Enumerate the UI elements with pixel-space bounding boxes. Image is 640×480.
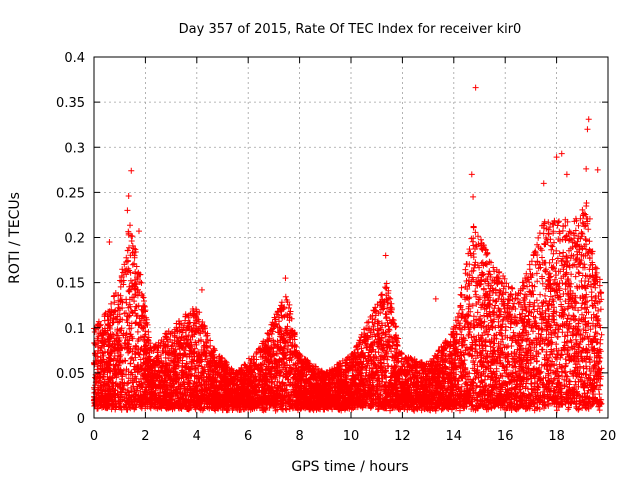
roti-outlier-point (583, 165, 590, 172)
y-tick-label: 0.15 (56, 277, 85, 292)
roti-outlier-point (563, 171, 570, 178)
y-axis-label: ROTI / TECUs (7, 192, 23, 284)
x-tick-label: 20 (600, 429, 617, 444)
roti-outlier-point (558, 150, 565, 157)
roti-outlier-point (585, 116, 592, 123)
chart-title: Day 357 of 2015, Rate Of TEC Index for r… (179, 22, 522, 37)
x-tick-label: 12 (394, 429, 411, 444)
roti-outlier-point (594, 166, 601, 173)
roti-outlier-point (432, 295, 439, 302)
y-tick-label: 0.4 (64, 51, 85, 66)
roti-outlier-point (553, 154, 560, 161)
x-tick-label: 2 (141, 429, 149, 444)
x-tick-label: 18 (548, 429, 565, 444)
x-tick-label: 8 (295, 429, 303, 444)
roti-outlier-point (106, 239, 113, 246)
roti-outlier-point (135, 228, 142, 235)
y-tick-label: 0.3 (64, 141, 85, 156)
roti-outlier-point (468, 171, 475, 178)
roti-outlier-point (124, 207, 131, 214)
x-tick-label: 0 (90, 429, 98, 444)
x-tick-label: 16 (497, 429, 514, 444)
y-tick-label: 0.2 (64, 232, 85, 247)
y-tick-label: 0.05 (56, 367, 85, 382)
y-tick-label: 0 (77, 412, 85, 427)
roti-outlier-point (125, 192, 132, 199)
data-points (91, 84, 605, 414)
x-axis-label: GPS time / hours (291, 459, 408, 475)
roti-outlier-point (472, 84, 479, 91)
roti-outlier-point (584, 126, 591, 133)
roti-outlier-point (540, 180, 547, 187)
y-tick-label: 0.25 (56, 186, 85, 201)
roti-outlier-point (382, 252, 389, 259)
x-tick-label: 14 (446, 429, 463, 444)
x-tick-label: 4 (193, 429, 201, 444)
x-tick-label: 10 (343, 429, 360, 444)
roti-outlier-point (282, 275, 289, 282)
y-tick-label: 0.1 (64, 322, 85, 337)
roti-outlier-point (470, 193, 477, 200)
roti-outlier-point (128, 167, 135, 174)
axis-ticks: 0 2 4 6 8 10 12 14 16 18 20 0 0.05 0.1 0.15 0.2 0.25 0.3 0… (56, 51, 616, 444)
roti-outlier-point (198, 286, 205, 293)
roti-scatter-cloud (91, 200, 605, 414)
x-tick-label: 6 (244, 429, 252, 444)
y-tick-label: 0.35 (56, 96, 85, 111)
